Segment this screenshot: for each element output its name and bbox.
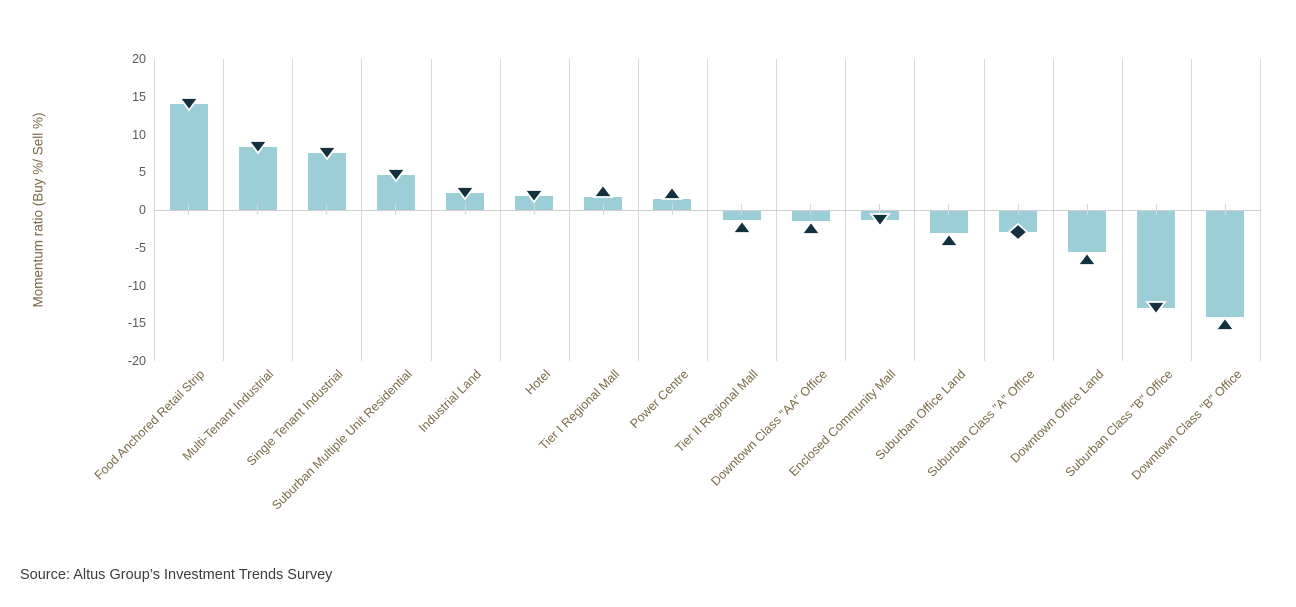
bar [307,153,346,210]
bar [169,104,208,210]
bar [1068,211,1107,252]
bar [791,211,830,221]
up-triangle-icon [661,185,684,203]
down-triangle-icon [246,137,269,155]
y-tick-label: -20 [127,354,146,368]
y-tick-label: -5 [134,240,146,255]
bar [1206,211,1245,318]
up-triangle-icon [799,220,822,238]
category-tick [1224,204,1226,215]
category-tick [1017,204,1019,215]
bar [238,146,277,210]
category-label: Industrial Land [416,367,485,435]
category-label: Suburban Multiple Unit Residential [269,367,415,513]
category-tick [464,204,466,215]
down-triangle-icon [454,183,476,201]
zero-axis-line [154,210,1260,211]
up-triangle-icon [592,183,615,201]
category-gridline [1260,59,1261,361]
category-tick [188,204,190,215]
bar [929,211,968,233]
category-tick [602,204,604,215]
category-label: Hotel [522,367,554,398]
y-tick-label: -15 [127,316,146,331]
y-tick-label: 15 [132,89,146,104]
category-tick [810,204,812,215]
bar [446,192,485,210]
source-note: Source: Altus Group’s Investment Trends … [20,567,333,583]
y-axis-title: Momentum ratio (Buy %/ Sell %) [30,112,46,308]
category-tick [257,204,259,215]
down-triangle-icon [523,186,545,204]
down-triangle-icon [385,165,407,183]
category-tick [671,204,673,215]
down-triangle-icon [177,94,200,112]
y-tick-label: 10 [132,127,146,142]
up-triangle-icon [1076,251,1098,269]
up-triangle-icon [1214,316,1237,334]
bar [1137,211,1176,309]
up-triangle-icon [938,232,960,250]
category-tick [948,204,950,215]
category-tick [326,204,328,215]
down-triangle-icon [315,143,338,161]
down-triangle-icon [868,210,891,228]
y-tick-label: 5 [139,165,146,180]
y-tick-label: 0 [139,203,146,217]
y-tick-label: -10 [127,278,146,293]
y-tick-label: 20 [132,52,146,66]
category-tick [395,204,397,215]
category-tick [879,204,881,215]
category-tick [741,204,743,215]
diamond-icon [1007,222,1029,242]
category-label: Downtown Class "B" Office [1128,367,1245,483]
bar [584,197,623,210]
category-label: Food Anchored Retail Strip [91,367,208,483]
up-triangle-icon [730,219,753,237]
category-tick [1086,204,1088,215]
category-tick [533,204,535,215]
category-label: Power Centre [627,367,692,431]
category-tick [1155,204,1157,215]
category-label: Downtown Class "AA" Office [707,367,830,489]
bar [999,211,1038,232]
down-triangle-icon [1145,298,1168,316]
bar [722,211,761,220]
